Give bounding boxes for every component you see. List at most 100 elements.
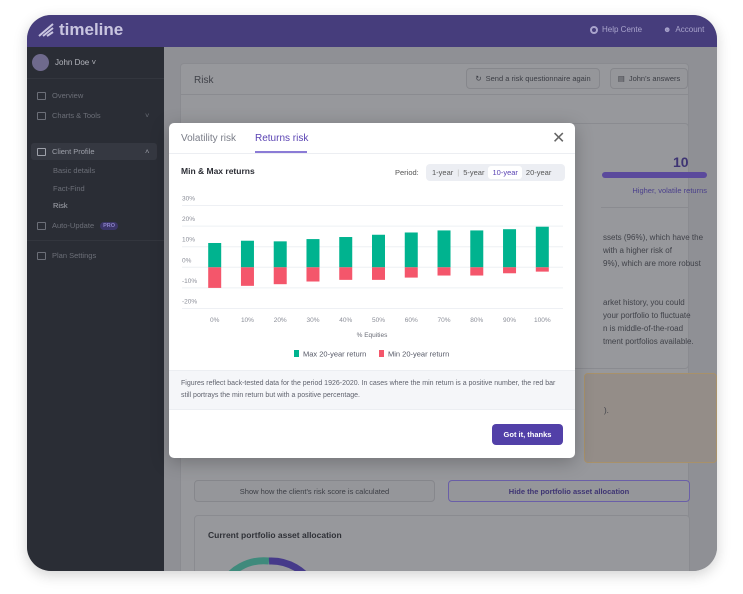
pro-badge: PRO <box>100 221 119 230</box>
min-return-bar <box>339 267 353 280</box>
min-return-bar <box>208 267 222 288</box>
tab-returns-risk[interactable]: Returns risk <box>255 133 309 144</box>
refresh-icon: ↻ <box>475 74 482 83</box>
legend-swatch <box>379 350 384 357</box>
period-5-year[interactable]: 5-year <box>463 168 485 177</box>
period-label: Period: <box>395 168 419 177</box>
x-tick-label: 80% <box>470 317 483 324</box>
text-fragment: your portfolio to fluctuate <box>603 311 691 320</box>
info-box <box>584 373 717 463</box>
min-return-bar <box>470 267 484 276</box>
send-questionnaire-button[interactable]: ↻ Send a risk questionnaire again <box>466 68 600 89</box>
max-return-bar <box>306 239 320 268</box>
sidebar-item-client-profile[interactable] <box>31 143 157 160</box>
allocation-title: Current portfolio asset allocation <box>208 530 342 540</box>
risk-score-label: Higher, volatile returns <box>632 186 707 195</box>
active-tab-indicator <box>255 151 307 153</box>
sidebar-item-plan-settings[interactable]: Plan Settings <box>37 251 96 260</box>
account-label: Account <box>675 25 705 34</box>
sidebar-item-fact-find[interactable]: Fact-Find <box>53 184 85 193</box>
donut-segment <box>268 557 307 571</box>
lifebuoy-icon <box>590 25 598 34</box>
chart-title: Min & Max returns <box>181 166 255 176</box>
legend-label: Min 20-year return <box>388 350 449 359</box>
min-return-bar <box>372 267 385 280</box>
max-return-bar <box>535 226 549 268</box>
user-name: John Doe <box>55 58 90 67</box>
x-tick-label: 100% <box>534 317 551 324</box>
donut-segment <box>228 557 270 571</box>
help-centre-link[interactable]: Help Cente <box>590 25 642 34</box>
close-icon[interactable]: ✕ <box>552 130 566 147</box>
logo-icon <box>38 23 54 37</box>
sidebar-item-charts[interactable]: Charts & Tools ˅ <box>37 111 149 120</box>
label: John's answers <box>628 74 681 83</box>
avatar[interactable] <box>32 54 49 71</box>
min-return-bar <box>306 267 320 282</box>
johns-answers-button[interactable]: ▤ John's answers <box>610 68 688 89</box>
max-return-bar <box>437 230 451 268</box>
footnote: Figures reflect back-tested data for the… <box>169 370 575 410</box>
x-tick-label: 40% <box>339 317 352 324</box>
text-fragment: arket history, you could <box>603 298 685 307</box>
period-10-year[interactable]: 10-year <box>488 166 522 179</box>
y-tick-label: 10% <box>182 237 195 244</box>
period-selector: 1-year | 5-year 10-year 20-year <box>426 164 565 181</box>
min-return-bar <box>437 267 451 276</box>
logo-text: timeline <box>59 20 124 39</box>
y-tick-label: -10% <box>182 278 197 285</box>
chevron-up-icon: ˄ <box>145 147 150 156</box>
text-fragment: n is middle-of-the-road <box>603 324 684 333</box>
max-return-bar <box>240 240 254 268</box>
show-risk-calculation-button[interactable]: Show how the client's risk score is calc… <box>194 480 435 502</box>
max-return-bar <box>470 230 484 268</box>
user-icon: ☻ <box>663 25 672 34</box>
max-return-bar <box>372 234 385 268</box>
x-tick-label: 70% <box>438 317 451 324</box>
hide-allocation-button[interactable]: Hide the portfolio asset allocation <box>448 480 690 502</box>
y-tick-label: -20% <box>182 299 197 306</box>
chevron-down-icon: ˅ <box>145 111 150 120</box>
min-return-bar <box>503 267 517 274</box>
logo[interactable]: timeline <box>37 20 123 40</box>
label: Overview <box>52 91 84 100</box>
text-fragment: ). <box>604 406 609 415</box>
label: Client Profile <box>52 147 95 156</box>
period-20-year[interactable]: 20-year <box>525 168 552 177</box>
x-tick-label: 30% <box>306 317 319 324</box>
text-fragment: 9%), which are more robust <box>603 259 701 268</box>
sidebar-item-risk[interactable]: Risk <box>53 201 68 210</box>
returns-risk-modal: Volatility risk Returns risk ✕ Min & Max… <box>169 123 575 458</box>
id-card-icon <box>37 147 46 156</box>
top-bar: timeline Help Cente ☻ Account <box>27 15 717 47</box>
max-return-bar <box>404 232 418 268</box>
chevron-down-icon: ˅ <box>91 58 97 67</box>
sidebar-item-auto-update[interactable]: Auto-Update PRO <box>37 221 119 230</box>
x-tick-label: 90% <box>503 317 516 324</box>
allocation-donut <box>228 557 307 571</box>
text-fragment: ssets (96%), which have the <box>603 233 704 242</box>
sidebar-item-basic-details[interactable]: Basic details <box>53 166 96 175</box>
sidebar: John Doe ˅ Overview Charts & Tools ˅ Clie… <box>27 47 164 571</box>
label: Auto-Update <box>52 221 95 230</box>
returns-chart: 30% 20% 10% 0% -10% -20% 0% 10% 20% 30% 40% 50% 60% 7… <box>182 196 563 359</box>
max-return-bar <box>273 241 287 268</box>
label: Plan Settings <box>52 251 97 260</box>
legend-label: Max 20-year return <box>303 350 366 359</box>
min-return-bar <box>273 267 287 285</box>
period-1-year[interactable]: 1-year <box>432 168 454 177</box>
sliders-icon <box>37 251 46 260</box>
label: Send a risk questionnaire again <box>485 74 591 83</box>
tab-volatility-risk[interactable]: Volatility risk <box>181 133 237 144</box>
sidebar-item-overview[interactable]: Overview <box>37 91 83 100</box>
chart-icon <box>37 111 46 120</box>
legend-swatch <box>294 350 299 357</box>
account-link[interactable]: ☻ Account <box>663 25 704 34</box>
risk-score: 10 <box>673 154 689 170</box>
got-it-button[interactable]: Got it, thanks <box>492 424 563 445</box>
help-label: Help Cente <box>602 25 643 34</box>
min-return-bar <box>535 267 549 272</box>
trend-icon <box>37 221 46 230</box>
user-menu[interactable]: John Doe ˅ <box>55 58 96 67</box>
label: Charts & Tools <box>52 111 101 120</box>
